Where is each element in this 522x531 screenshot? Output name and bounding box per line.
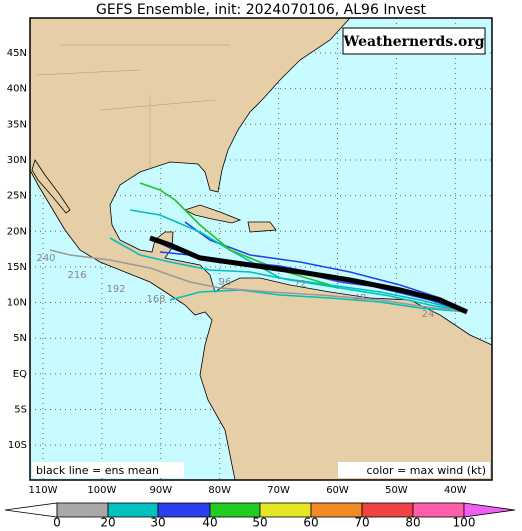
colorbar-label: 20 [100, 516, 115, 530]
colorbar-label: 40 [202, 516, 217, 530]
watermark: Weathernerds.org [343, 34, 485, 50]
borders [35, 44, 230, 170]
forecast-hour-label: 240 [36, 253, 55, 264]
title: GEFS Ensemble, init: 2024070106, AL96 In… [96, 2, 427, 18]
lat-label: 10N [7, 298, 27, 309]
lat-label: 20N [7, 226, 27, 237]
forecast-hour-label: 72 [294, 279, 307, 290]
forecast-hour-label: 216 [67, 270, 86, 281]
colorbar-label: 30 [150, 516, 165, 530]
lat-label: 30N [7, 155, 27, 166]
hispaniola [247, 221, 277, 233]
lat-label: 15N [7, 262, 27, 273]
lat-label: 45N [7, 48, 27, 59]
colorbar-label: 100 [453, 516, 476, 530]
watermark-box [342, 27, 486, 55]
forecast-hour-label: 192 [106, 284, 125, 295]
map-frame [29, 17, 493, 481]
colorbar-label: 60 [303, 516, 318, 530]
lon-label: 100W [87, 485, 116, 496]
colorbar-label: 70 [354, 516, 369, 530]
forecast-hour-label: 96 [219, 277, 232, 288]
colorbar [4, 502, 516, 518]
lon-label: 80W [208, 485, 231, 496]
lon-label: 90W [149, 485, 172, 496]
legend-right-box [338, 462, 490, 478]
lat-label: 5S [14, 405, 27, 416]
lon-label: 110W [29, 485, 58, 496]
forecast-hour-label: 24 [422, 309, 435, 320]
legend-left: black line = ens mean [36, 464, 159, 477]
ensemble-tracks [49, 182, 469, 315]
colorbar-label: 50 [252, 516, 267, 530]
lat-label: 5N [13, 333, 27, 344]
baja [31, 159, 71, 214]
colorbar-label: 0 [53, 516, 61, 530]
lat-label: 25N [7, 191, 27, 202]
legend-right: color = max wind (kt) [366, 464, 486, 477]
lat-label: 10S [8, 440, 27, 451]
lon-label: 40W [444, 485, 467, 496]
lat-label: 35N [7, 119, 27, 130]
lat-label: 40N [7, 84, 27, 95]
forecast-hour-label: 168 [146, 294, 165, 305]
lat-label: EQ [13, 369, 27, 380]
forecast-hour-label: 48 [354, 293, 367, 304]
lon-label: 60W [326, 485, 349, 496]
legend-left-box [32, 462, 184, 478]
lon-label: 70W [267, 485, 290, 496]
lon-label: 50W [385, 485, 408, 496]
ensemble-mean [149, 235, 469, 315]
colorbar-label: 80 [405, 516, 420, 530]
cuba [183, 204, 242, 224]
